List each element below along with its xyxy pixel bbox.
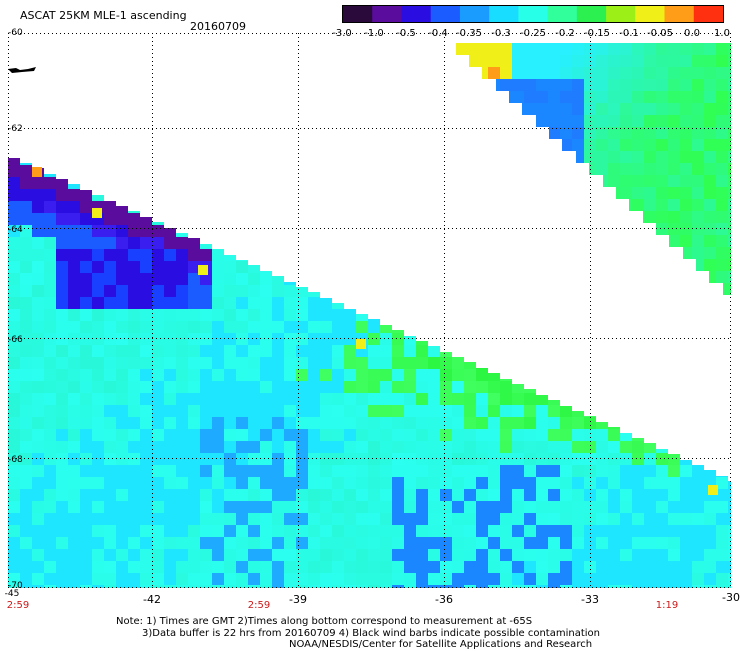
longitude-label: -39 bbox=[289, 593, 307, 606]
product-date: 20160709 bbox=[190, 20, 246, 33]
note-line-1: Note: 1) Times are GMT 2)Times along bot… bbox=[116, 616, 533, 627]
note-line-3: NOAA/NESDIS/Center for Satellite Applica… bbox=[289, 639, 593, 650]
latitude-label: -70 bbox=[8, 581, 23, 591]
latitude-label: -68 bbox=[8, 455, 23, 465]
colorbar-segment bbox=[489, 6, 519, 22]
latitude-label: -66 bbox=[8, 335, 23, 345]
colorbar-segment bbox=[664, 6, 695, 22]
colorbar-segment bbox=[518, 6, 549, 22]
colorbar-tick-label: 1.0 bbox=[714, 28, 730, 39]
colorbar-segment bbox=[693, 6, 724, 22]
colorbar-segment bbox=[401, 6, 432, 22]
colorbar-segment bbox=[547, 6, 578, 22]
latitude-label: -62 bbox=[8, 124, 23, 134]
colorbar-tick-label: -3.0 bbox=[332, 28, 352, 39]
colorbar-segment bbox=[459, 6, 490, 22]
time-label: 2:59 bbox=[6, 600, 30, 611]
latitude-label: -64 bbox=[8, 225, 23, 235]
colorbar-tick-label: -0.4 bbox=[428, 28, 448, 39]
longitude-label: -36 bbox=[435, 593, 453, 606]
colorbar-tick-label: -0.5 bbox=[396, 28, 416, 39]
longitude-label: -42 bbox=[143, 593, 161, 606]
colorbar-segment bbox=[372, 6, 402, 22]
longitude-label: -45 bbox=[4, 589, 20, 599]
time-label: 2:59 bbox=[247, 600, 271, 611]
colorbar-segment bbox=[576, 6, 607, 22]
time-label: 1:19 bbox=[655, 600, 679, 611]
note-line-2: 3)Data buffer is 22 hrs from 20160709 4)… bbox=[142, 628, 600, 639]
colorbar-segment bbox=[635, 6, 665, 22]
colorbar-segment bbox=[606, 6, 636, 22]
colorbar-segment bbox=[343, 6, 373, 22]
wind-map-plot bbox=[8, 33, 731, 588]
latitude-label: -60 bbox=[8, 28, 23, 38]
longitude-label: -33 bbox=[581, 593, 599, 606]
longitude-label: -30 bbox=[722, 591, 740, 604]
product-title: ASCAT 25KM MLE-1 ascending bbox=[20, 9, 187, 22]
colorbar-tick-label: -1.0 bbox=[364, 28, 384, 39]
colorbar bbox=[342, 5, 724, 23]
colorbar-segment bbox=[430, 6, 461, 22]
